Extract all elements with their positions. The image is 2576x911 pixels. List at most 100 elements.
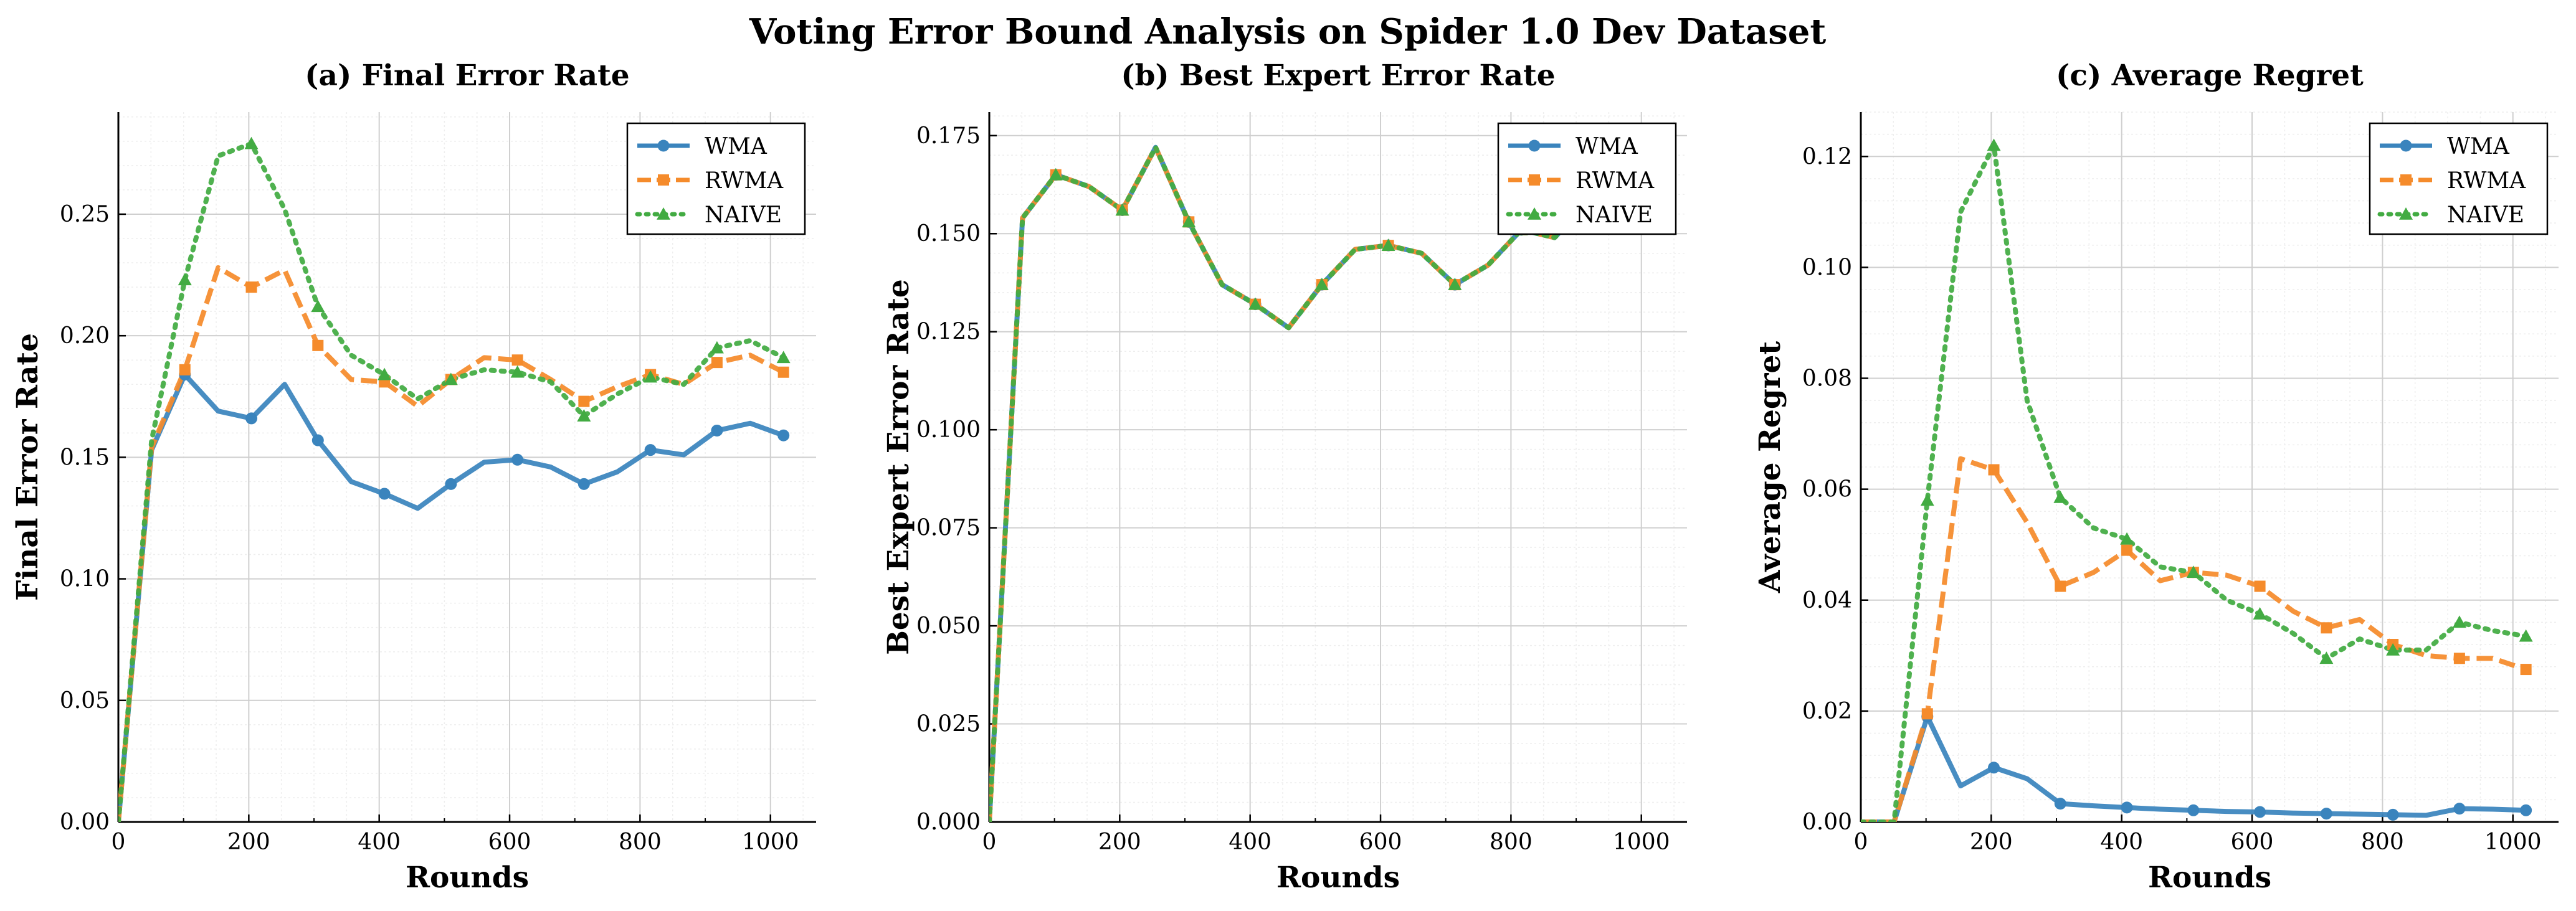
data-point-naive [2253,607,2267,620]
minor-grid [989,112,1687,822]
data-point-naive [2519,629,2533,642]
x-tick-label: 0 [1854,829,1868,855]
y-tick-label: 0.06 [1802,477,1852,503]
x-tick-label: 400 [2100,829,2143,855]
x-tick-label: 600 [1359,829,1402,855]
data-point-wma [2121,801,2133,814]
data-point-wma [2254,806,2266,818]
data-point-naive [1314,278,1329,290]
data-point-naive [311,300,325,313]
legend-label-naive: NAIVE [1576,202,1653,228]
data-point-wma [311,434,324,446]
panel-title: (c) Average Regret [2056,59,2364,93]
panel-title: (a) Final Error Rate [305,59,629,93]
series-line-naive [989,144,1657,822]
data-point-rwma [2254,580,2266,592]
data-point-naive [2186,565,2200,578]
data-point-naive [710,341,724,354]
x-tick-label: 400 [1229,829,1271,855]
legend: WMA RWMA NAIVE [626,122,806,235]
y-axis-label: Average Regret [1753,341,1787,594]
legend-marker-wma [2400,139,2412,152]
legend-label-rwma: RWMA [2447,168,2526,194]
x-tick-label: 600 [2231,829,2274,855]
y-tick-label: 0.00 [60,810,110,835]
x-tick-label: 1000 [742,829,799,855]
y-tick-label: 0.075 [916,516,981,541]
chart-panel-1: 0 200 400 600 800 1000 0.00 0.05 0.10 0.15 0.20 0.2… [11,59,816,895]
data-point-naive [378,367,392,380]
x-tick-label: 1000 [2484,829,2542,855]
x-tick-label: 200 [227,829,270,855]
chart-panel-2: 0 200 400 600 800 1000 0.000 0.025 0.050 0.075 0.1… [882,59,1687,895]
legend-marker-wma [657,139,670,152]
plot-area [118,136,791,822]
y-tick-label: 0.150 [916,221,981,247]
x-tick-label: 800 [619,829,662,855]
x-tick-label: 600 [488,829,531,855]
data-point-rwma [711,357,723,369]
x-tick-label: 200 [1970,829,2013,855]
data-point-wma [511,453,524,466]
data-point-naive [444,372,458,385]
data-point-wma [2320,808,2332,820]
data-point-wma [2453,803,2466,815]
panel-title: (b) Best Expert Error Rate [1121,59,1555,93]
data-point-wma [644,444,657,456]
data-point-rwma [1988,464,2000,476]
legend-label-rwma: RWMA [705,168,784,194]
data-point-wma [777,429,790,441]
data-point-wma [445,478,457,490]
series-line-rwma [118,265,785,822]
x-axis-label: Rounds [1276,861,1400,895]
x-tick-label: 800 [1490,829,1533,855]
y-tick-label: 0.175 [916,123,981,149]
y-tick-label: 0.000 [916,810,981,835]
data-point-wma [378,488,391,500]
y-tick-label: 0.08 [1802,366,1852,392]
data-point-naive [1448,278,1462,290]
data-point-wma [2187,804,2200,816]
x-tick-label: 0 [982,829,997,855]
legend: WMA RWMA NAIVE [1497,122,1677,235]
y-axis-label: Best Expert Error Rate [882,279,916,655]
data-point-naive [577,409,591,422]
y-tick-label: 0.04 [1802,588,1852,613]
data-point-naive [2120,532,2134,545]
legend-marker-naive [657,207,670,220]
chart-panel-3: 0 200 400 600 800 1000 0.00 0.02 0.04 0.06 0.08 0.1… [1753,59,2559,895]
data-point-rwma [179,364,191,375]
legend-marker-rwma [658,174,669,186]
data-point-wma [1988,762,2000,774]
x-tick-label: 1000 [1613,829,1670,855]
legend-label-wma: WMA [705,134,768,159]
legend: WMA RWMA NAIVE [2369,122,2549,235]
legend-marker-naive [2399,207,2413,220]
data-point-naive [1920,493,1934,506]
data-point-naive [2386,643,2400,656]
x-axis-label: Rounds [2148,861,2271,895]
series-line-rwma [1861,456,2527,822]
legend-label-naive: NAIVE [705,202,782,228]
data-point-wma [711,424,723,437]
data-point-rwma [2520,664,2532,676]
y-tick-label: 0.12 [1802,144,1852,169]
data-point-rwma [2055,580,2066,592]
data-point-wma [2054,798,2066,810]
data-point-naive [2452,615,2466,628]
plot-area [989,144,1661,822]
figure-title: Voting Error Bound Analysis on Spider 1.… [749,11,1827,52]
y-axis-label: Final Error Rate [11,333,45,601]
data-point-rwma [777,366,789,378]
data-point-rwma [511,354,523,366]
data-point-rwma [312,339,324,351]
data-point-naive [1115,203,1129,216]
legend-label-wma: WMA [2447,134,2510,159]
legend-marker-wma [1528,139,1541,152]
y-tick-label: 0.125 [916,319,981,345]
data-point-naive [1182,215,1196,228]
legend-label-rwma: RWMA [1576,168,1655,194]
data-point-rwma [1921,708,1933,720]
data-point-wma [2520,804,2532,816]
